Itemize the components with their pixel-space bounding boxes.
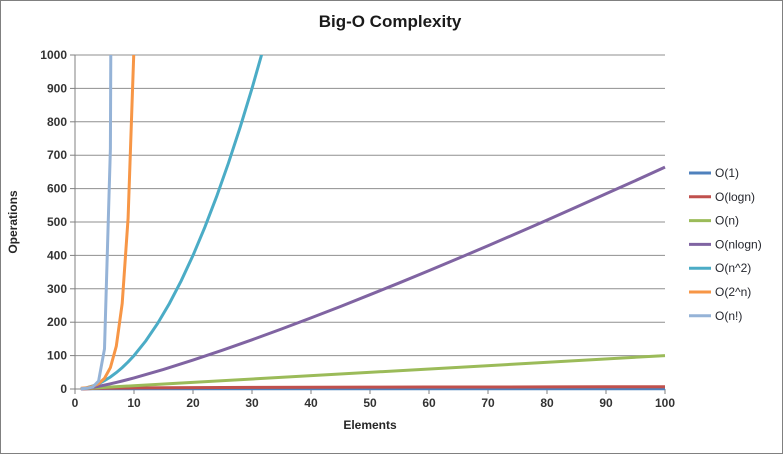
legend-label: O(n^2) [715,261,751,275]
x-tick-label-80: 80 [540,396,554,410]
y-tick-label-600: 600 [47,182,67,196]
x-tick-label-30: 30 [245,396,259,410]
y-tick-label-800: 800 [47,115,67,129]
x-tick-label-20: 20 [186,396,200,410]
series-line-on[interactable] [80,354,666,391]
legend: O(1) O(logn) O(n) O(nlogn) O(n^2) O(2^n) O(n!) [689,166,762,323]
legend-item-on2[interactable]: O(n^2) [689,261,751,275]
y-tick-label-700: 700 [47,148,67,162]
y-tick-label-1000: 1000 [40,48,67,62]
legend-item-onlogn[interactable]: O(nlogn) [689,237,762,251]
x-tick-label-100: 100 [655,396,675,410]
legend-label: O(n!) [715,309,742,323]
x-tick-label-70: 70 [481,396,495,410]
y-tick-label-100: 100 [47,349,67,363]
axes [70,54,666,394]
y-tick-label-900: 900 [47,81,67,95]
x-tick-label-0: 0 [72,396,79,410]
y-tick-label-400: 400 [47,248,67,262]
legend-label: O(1) [715,166,739,180]
legend-label: O(n) [715,214,739,228]
legend-item-on[interactable]: O(n) [689,214,739,228]
series-line-onlogn[interactable] [80,165,666,391]
tick-labels: 0 100 200 300 400 500 600 700 800 900 1000 0 10 20 30 4… [40,48,675,410]
x-tick-label-10: 10 [127,396,141,410]
legend-label: O(nlogn) [715,237,762,251]
legend-label: O(2^n) [715,285,751,299]
legend-item-ologn[interactable]: O(logn) [689,190,755,204]
y-tick-label-300: 300 [47,282,67,296]
chart-title[interactable]: Big-O Complexity [319,12,462,31]
gridlines [75,54,665,357]
x-tick-label-40: 40 [304,396,318,410]
y-axis-title: Operations [6,190,20,254]
y-tick-label-200: 200 [47,315,67,329]
legend-label: O(logn) [715,190,755,204]
legend-item-o1[interactable]: O(1) [689,166,739,180]
series-group [80,1,666,391]
y-tick-label-500: 500 [47,215,67,229]
series-line-on[interactable] [80,1,116,391]
x-tick-label-50: 50 [363,396,377,410]
legend-item-o2n[interactable]: O(2^n) [689,285,751,299]
x-tick-label-60: 60 [422,396,436,410]
x-tick-label-90: 90 [599,396,613,410]
x-axis-title: Elements [343,418,397,432]
y-tick-label-0: 0 [60,382,67,396]
legend-item-on[interactable]: O(n!) [689,309,742,323]
